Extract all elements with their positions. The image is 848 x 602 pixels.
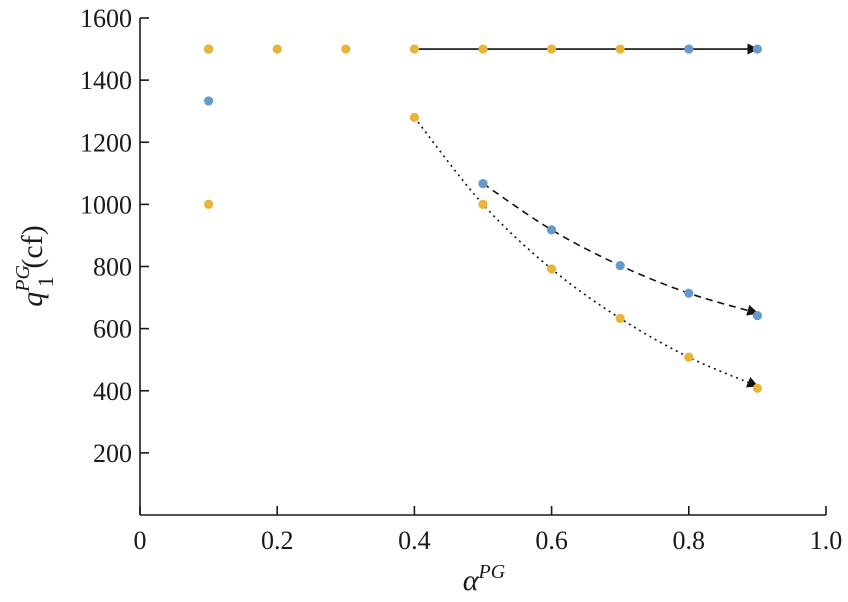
y-axis-label-sub: 1 [33,276,58,287]
series-2-point [341,44,351,54]
series-2-point [615,313,625,323]
series-1-point [204,96,214,106]
series-1-point [752,44,763,54]
x-axis-label: αPG [463,561,506,597]
series-1-point [684,44,694,54]
series-1-point [684,288,694,298]
y-tick-label: 600 [93,315,132,344]
series-2-point [272,44,282,54]
series-1-point [752,310,763,321]
y-tick-label: 1400 [80,66,132,95]
y-tick-label: 200 [93,439,132,468]
y-axis-label: qPG1 (cf) [12,225,58,306]
x-tick-label: 0.8 [673,526,706,555]
series-2-point [684,352,694,362]
data-points [204,44,763,393]
x-tick-label: 1.0 [810,526,843,555]
trend-arrows [413,43,759,388]
axes: 0 0.2 0.4 0.6 0.8 1.0 200 400 600 800 1000 1200 1400… [80,4,842,555]
series-2-point [204,44,214,54]
series-2-point [547,44,557,54]
y-tick-label: 400 [93,377,132,406]
series-2-point [204,199,214,209]
x-axis-label-sup: PG [478,561,506,583]
y-tick-label: 1600 [80,4,132,33]
series-2-point [752,383,763,393]
series-2-point [409,112,419,122]
series-1-point [547,225,557,235]
x-tick-label: 0 [134,526,147,555]
x-axis-label-base: α [463,564,480,597]
y-tick-label: 1200 [80,128,132,157]
series-2-point [478,199,488,209]
series-1-point [615,260,625,271]
dashed-trend-arrow [482,182,759,316]
series-1-point [478,178,488,189]
x-tick-label: 0.4 [398,526,431,555]
dotted-trend-arrow [413,116,759,388]
series-2-point [478,44,488,54]
series-2-point [409,44,419,54]
y-tick-label: 1000 [80,190,132,219]
y-axis-label-unit: (cf) [16,225,49,276]
series-2-point [547,264,557,274]
x-tick-label: 0.6 [535,526,568,555]
y-tick-label: 800 [93,253,132,282]
y-axis-label-sup: PG [12,265,34,293]
y-axis-label-base: q [16,292,49,307]
series-2-point [615,44,625,54]
x-tick-label: 0.2 [261,526,294,555]
